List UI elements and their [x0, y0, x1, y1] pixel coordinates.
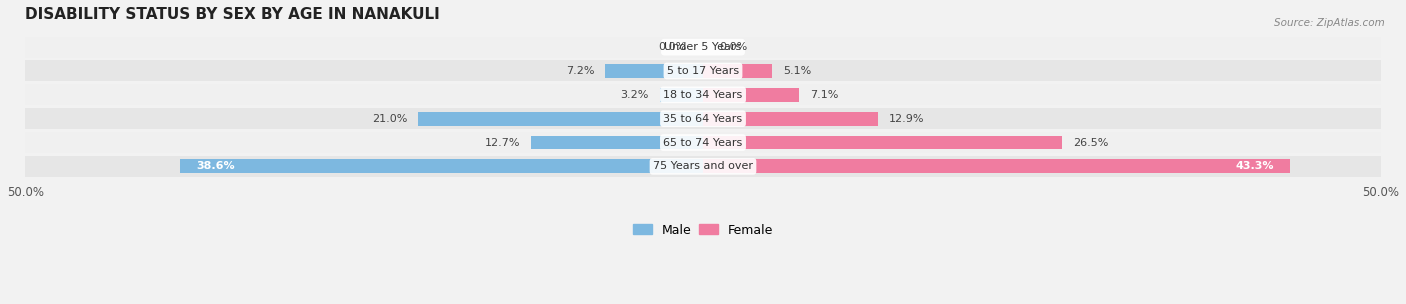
Text: 7.2%: 7.2% — [567, 66, 595, 76]
Text: 75 Years and over: 75 Years and over — [652, 161, 754, 171]
Text: 7.1%: 7.1% — [810, 90, 838, 100]
Text: 18 to 34 Years: 18 to 34 Years — [664, 90, 742, 100]
Text: DISABILITY STATUS BY SEX BY AGE IN NANAKULI: DISABILITY STATUS BY SEX BY AGE IN NANAK… — [25, 7, 440, 22]
Text: 0.0%: 0.0% — [658, 42, 686, 52]
Bar — [25, 60, 1381, 81]
Text: 26.5%: 26.5% — [1073, 137, 1108, 147]
Bar — [703, 88, 799, 102]
Text: 12.7%: 12.7% — [485, 137, 520, 147]
Text: 43.3%: 43.3% — [1234, 161, 1274, 171]
Text: 5.1%: 5.1% — [783, 66, 811, 76]
Bar — [659, 88, 703, 102]
Legend: Male, Female: Male, Female — [633, 223, 773, 237]
Text: 0.0%: 0.0% — [720, 42, 748, 52]
Text: 65 to 74 Years: 65 to 74 Years — [664, 137, 742, 147]
Text: 35 to 64 Years: 35 to 64 Years — [664, 114, 742, 124]
Bar — [25, 108, 1381, 129]
Bar — [531, 136, 703, 150]
Bar — [419, 112, 703, 126]
Bar — [180, 160, 703, 173]
Text: 3.2%: 3.2% — [620, 90, 648, 100]
Bar — [180, 160, 703, 173]
Bar — [25, 132, 1381, 153]
Text: 5 to 17 Years: 5 to 17 Years — [666, 66, 740, 76]
Bar — [25, 37, 1381, 58]
Bar — [659, 88, 703, 102]
Bar — [25, 156, 1381, 177]
Bar — [606, 64, 703, 78]
Bar — [703, 64, 772, 78]
Bar — [531, 136, 703, 150]
Text: 38.6%: 38.6% — [197, 161, 235, 171]
Bar — [703, 160, 1289, 173]
Text: 21.0%: 21.0% — [373, 114, 408, 124]
Bar — [703, 136, 1062, 150]
Bar — [25, 84, 1381, 105]
Text: Source: ZipAtlas.com: Source: ZipAtlas.com — [1274, 18, 1385, 28]
Bar — [419, 112, 703, 126]
Text: 12.9%: 12.9% — [889, 114, 924, 124]
Text: Under 5 Years: Under 5 Years — [665, 42, 741, 52]
Bar — [606, 64, 703, 78]
Bar — [703, 112, 877, 126]
